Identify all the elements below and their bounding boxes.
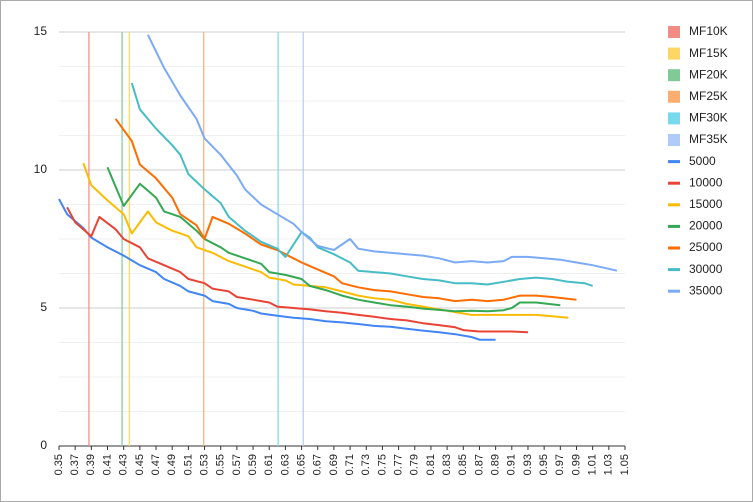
- x-tick-label: 0.89: [490, 454, 502, 475]
- legend-swatch: [668, 26, 680, 38]
- x-tick-label: 0.41: [101, 454, 113, 475]
- legend-label: MF30K: [689, 111, 728, 125]
- x-tick-label: 0.93: [522, 454, 534, 475]
- legend-label: 25000: [689, 240, 723, 254]
- x-tick-label: 0.35: [53, 454, 65, 475]
- y-tick-label: 15: [34, 24, 48, 38]
- legend-label: MF15K: [689, 46, 728, 60]
- x-tick-label: 0.37: [69, 454, 81, 475]
- x-tick-label: 0.95: [538, 454, 550, 475]
- x-tick-label: 0.97: [554, 454, 566, 475]
- series-line: [66, 206, 529, 334]
- x-tick-label: 0.63: [279, 454, 291, 475]
- legend-swatch: [668, 134, 680, 146]
- x-tick-label: 1.05: [619, 454, 631, 475]
- x-tick-label: 0.43: [118, 454, 130, 475]
- x-tick-label: 0.61: [263, 454, 275, 475]
- x-tick-label: 0.59: [247, 454, 259, 475]
- x-tick-label: 0.83: [441, 454, 453, 475]
- x-tick-label: 0.69: [328, 454, 340, 475]
- x-tick-label: 0.51: [182, 454, 194, 475]
- legend-swatch: [668, 112, 680, 125]
- x-tick-label: 0.85: [457, 454, 469, 475]
- legend-swatch: [668, 90, 680, 103]
- x-tick-label: 0.87: [473, 454, 485, 475]
- legend-swatch: [668, 69, 680, 82]
- legend-label: 15000: [689, 197, 723, 211]
- series-line: [130, 82, 594, 287]
- x-tick-label: 0.65: [295, 454, 307, 475]
- series-line: [106, 166, 561, 313]
- legend-label: 35000: [689, 283, 723, 297]
- x-tick-label: 0.49: [166, 454, 178, 475]
- x-tick-label: 0.55: [215, 454, 227, 475]
- x-tick-label: 0.99: [570, 454, 582, 475]
- x-tick-label: 0.81: [425, 454, 437, 475]
- x-tick-label: 1.03: [603, 454, 615, 475]
- x-tick-label: 0.91: [506, 454, 518, 475]
- x-tick-label: 0.57: [231, 454, 243, 475]
- series-line: [147, 34, 618, 272]
- y-tick-label: 10: [34, 162, 48, 176]
- x-tick-label: 0.75: [376, 454, 388, 475]
- x-tick-label: 0.77: [393, 454, 405, 475]
- x-tick-label: 0.71: [344, 454, 356, 475]
- legend-label: 30000: [689, 262, 723, 276]
- legend-label: MF35K: [689, 132, 728, 146]
- y-tick-label: 5: [40, 300, 47, 314]
- legend-label: 10000: [689, 175, 723, 189]
- x-tick-label: 0.45: [134, 454, 146, 475]
- x-tick-label: 0.47: [150, 454, 162, 475]
- legend-swatch: [668, 47, 680, 60]
- x-tick-label: 0.39: [85, 454, 97, 475]
- x-tick-label: 0.79: [409, 454, 421, 475]
- x-tick-label: 1.01: [587, 454, 599, 475]
- legend-label: 20000: [689, 219, 723, 233]
- x-tick-label: 0.73: [360, 454, 372, 475]
- series-line: [58, 198, 496, 341]
- y-tick-label: 0: [40, 438, 47, 452]
- legend-label: 5000: [689, 154, 716, 168]
- series-line: [82, 162, 569, 319]
- series-line: [114, 118, 577, 303]
- legend-label: MF10K: [689, 24, 728, 38]
- legend-label: MF20K: [689, 67, 728, 81]
- x-tick-label: 0.67: [312, 454, 324, 475]
- x-tick-label: 0.53: [198, 454, 210, 475]
- legend-label: MF25K: [689, 89, 728, 103]
